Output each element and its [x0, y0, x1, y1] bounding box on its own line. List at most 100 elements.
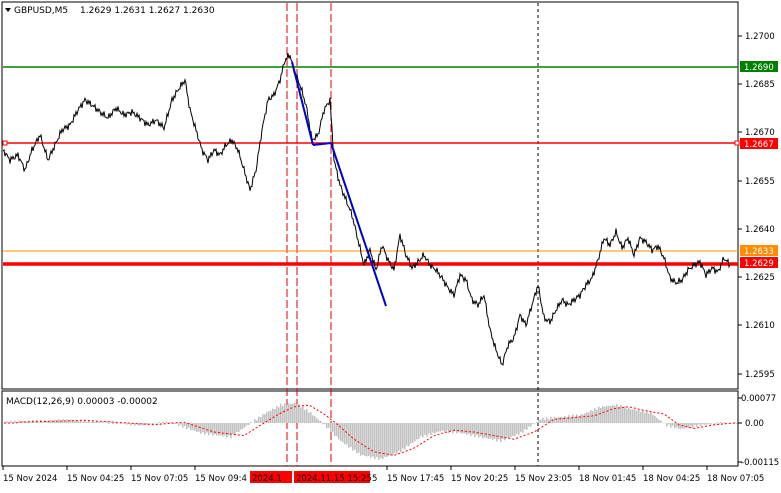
macd-bar [134, 423, 136, 426]
macd-bar [414, 423, 416, 441]
macd-bar [474, 423, 476, 437]
macd-bar [366, 423, 368, 456]
macd-bar [600, 408, 602, 423]
macd-bar [352, 423, 354, 451]
price-tick: 1.2595 [738, 370, 775, 380]
macd-bar [692, 423, 694, 428]
macd-bar [584, 413, 586, 423]
macd-bar [528, 423, 530, 426]
macd-bar [694, 423, 696, 425]
level-handle-right[interactable] [735, 141, 739, 145]
macd-bar [196, 423, 198, 432]
macd-bar [18, 421, 20, 423]
macd-bar [174, 423, 176, 424]
macd-bar [564, 416, 566, 423]
macd-bar [736, 423, 738, 424]
macd-bar [648, 414, 650, 423]
macd-bar [652, 415, 654, 423]
macd-bar [498, 423, 500, 439]
svg-text:18 Nov 04:25: 18 Nov 04:25 [643, 474, 700, 484]
level-handle-left[interactable] [3, 141, 7, 145]
macd-histogram [4, 403, 738, 460]
macd-bar [170, 422, 172, 423]
time-tick: 15 Nov 2024 [3, 466, 57, 484]
svg-text:1.2625: 1.2625 [745, 273, 775, 283]
macd-bar [526, 423, 528, 430]
macd-bar [260, 417, 262, 423]
time-tick: 18 Nov 07:05 [707, 466, 764, 484]
macd-bar [256, 420, 258, 423]
price-axis[interactable]: 1.2700 1.2685 1.2670 1.2655 1.2640 1.262… [738, 32, 775, 380]
dropdown-triangle-icon[interactable] [5, 8, 11, 12]
macd-bar [222, 423, 224, 436]
macd-bar [368, 423, 370, 456]
svg-text:15 Nov 07:05: 15 Nov 07:05 [131, 474, 188, 484]
time-axis[interactable]: 15 Nov 2024 15 Nov 04:25 15 Nov 07:05 15… [3, 466, 764, 484]
macd-bar [264, 414, 266, 423]
macd-bar [306, 409, 308, 423]
time-tick: 15 Nov 23:05 [515, 466, 572, 484]
macd-bar [642, 410, 644, 423]
macd-bar [126, 423, 128, 425]
macd-bar [94, 422, 96, 423]
macd-bar [294, 403, 296, 423]
macd-bar [244, 423, 246, 427]
macd-bar [316, 418, 318, 423]
macd-bar [532, 423, 534, 424]
macd-bar [396, 423, 398, 454]
macd-bar [370, 423, 372, 458]
crosshair-time-tag-2: 2024.11.15 15:25 [294, 471, 372, 484]
macd-bar [90, 422, 92, 423]
macd-bar [512, 423, 514, 436]
svg-text:1.2640: 1.2640 [745, 225, 775, 235]
macd-bar [138, 423, 140, 426]
macd-bar [592, 411, 594, 423]
trend-line-1[interactable] [292, 62, 313, 145]
macd-bar [464, 423, 466, 433]
macd-bar [66, 419, 68, 423]
macd-bar [426, 423, 428, 436]
macd-bar [702, 423, 704, 424]
macd-axis[interactable]: 0.00077 0.00 -0.00115 [738, 394, 779, 468]
macd-bar [340, 423, 342, 441]
macd-bar [330, 423, 332, 432]
macd-bar [186, 423, 188, 429]
macd-bar [240, 423, 242, 430]
macd-bar [272, 409, 274, 423]
svg-text:15 Nov 23:05: 15 Nov 23:05 [515, 474, 572, 484]
macd-bar [254, 419, 256, 423]
macd-bar [484, 423, 486, 437]
macd-bar [666, 423, 668, 426]
macd-bar [394, 423, 396, 453]
macd-bar [96, 422, 98, 423]
macd-bar [226, 423, 228, 437]
price-pane-border [2, 2, 738, 389]
svg-text:0.00077: 0.00077 [741, 394, 776, 404]
macd-bar [416, 423, 418, 439]
macd-bar [580, 414, 582, 423]
macd-bar [708, 423, 710, 424]
macd-bar [54, 420, 56, 423]
macd-bar [658, 420, 660, 423]
macd-bar [430, 423, 432, 435]
macd-bar [710, 423, 712, 425]
macd-bar [670, 423, 672, 428]
chart-header: GBPUSD,M5 1.2629 1.2631 1.2627 1.2630 [5, 6, 215, 16]
macd-bar [300, 407, 302, 423]
macd-bar [418, 423, 420, 439]
macd-bar [444, 423, 446, 432]
macd-bar [64, 421, 66, 423]
macd-bar [404, 423, 406, 449]
macd-bar [166, 422, 168, 423]
macd-bar [332, 423, 334, 432]
macd-bar [228, 423, 230, 436]
macd-bar [232, 423, 234, 434]
trend-line-3[interactable] [331, 143, 386, 306]
macd-bar [238, 423, 240, 432]
macd-bar [446, 423, 448, 431]
macd-bar [362, 423, 364, 455]
macd-bar [50, 420, 52, 423]
svg-text:2024.11.15 15:25: 2024.11.15 15:25 [296, 474, 372, 484]
